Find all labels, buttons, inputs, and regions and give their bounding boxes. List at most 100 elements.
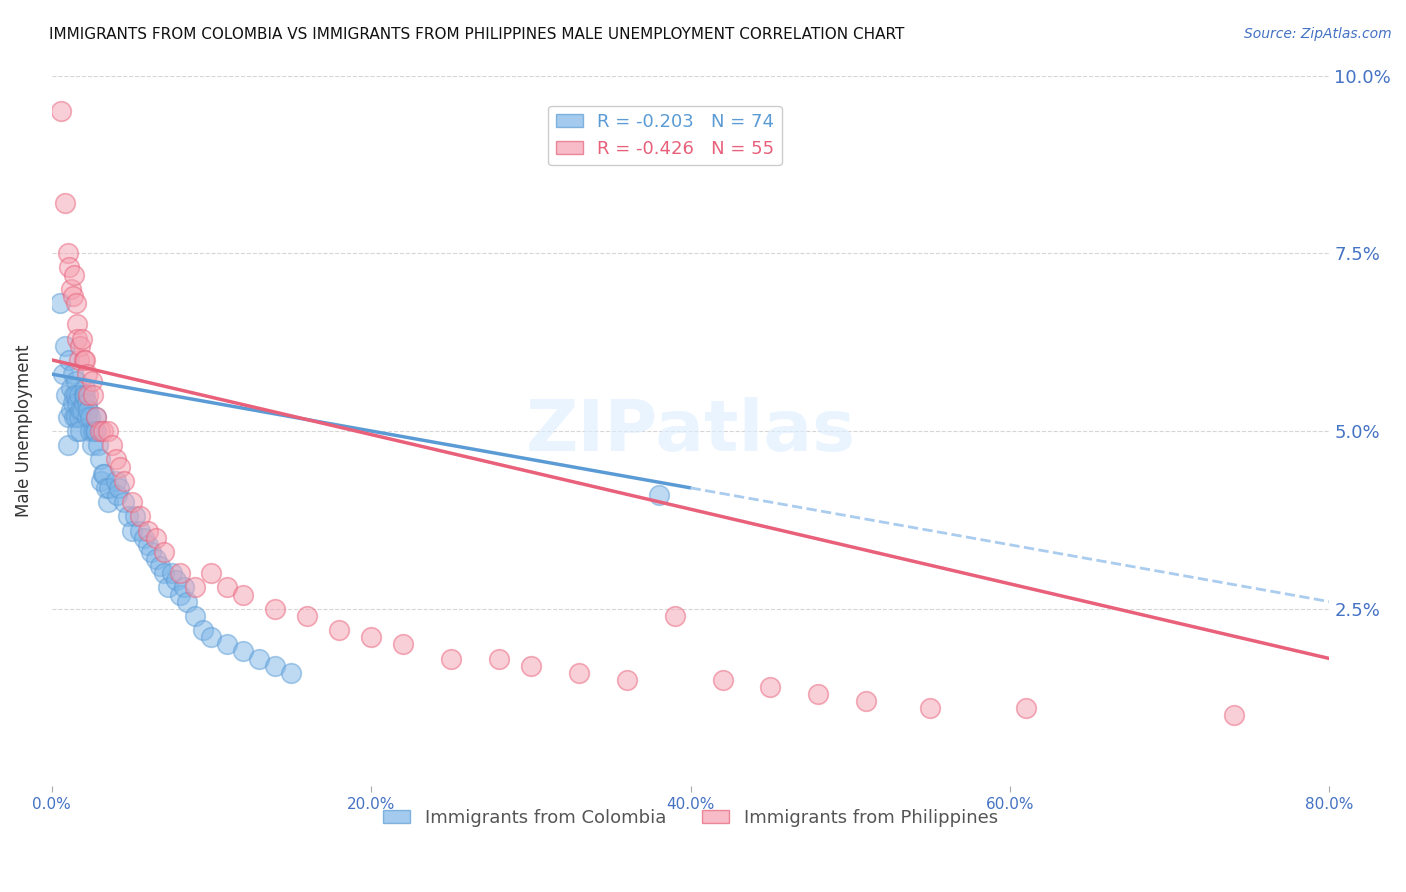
Point bbox=[297, 608, 319, 623]
Point bbox=[440, 651, 463, 665]
Point bbox=[63, 268, 86, 282]
Point bbox=[807, 687, 830, 701]
Point bbox=[200, 630, 222, 644]
Point bbox=[48, 296, 70, 310]
Point bbox=[112, 495, 135, 509]
Point bbox=[53, 196, 76, 211]
Point bbox=[124, 509, 146, 524]
Point bbox=[105, 488, 128, 502]
Point bbox=[664, 608, 686, 623]
Point bbox=[90, 474, 112, 488]
Point bbox=[89, 424, 111, 438]
Point bbox=[65, 296, 87, 310]
Point bbox=[80, 374, 103, 388]
Point bbox=[280, 665, 302, 680]
Point bbox=[392, 637, 415, 651]
Point bbox=[145, 531, 167, 545]
Point bbox=[79, 409, 101, 424]
Point bbox=[80, 438, 103, 452]
Point bbox=[77, 402, 100, 417]
Point bbox=[66, 318, 89, 332]
Point bbox=[67, 388, 90, 402]
Point bbox=[82, 388, 104, 402]
Point bbox=[169, 566, 191, 581]
Point bbox=[157, 581, 180, 595]
Point bbox=[76, 409, 98, 424]
Point bbox=[101, 438, 124, 452]
Point bbox=[51, 104, 73, 119]
Point bbox=[66, 395, 89, 409]
Point bbox=[136, 538, 159, 552]
Point bbox=[79, 424, 101, 438]
Point bbox=[169, 588, 191, 602]
Point bbox=[73, 395, 96, 409]
Point bbox=[58, 260, 80, 275]
Point bbox=[65, 388, 87, 402]
Point bbox=[82, 424, 104, 438]
Point bbox=[232, 644, 254, 658]
Point bbox=[91, 467, 114, 481]
Point bbox=[117, 509, 139, 524]
Text: IMMIGRANTS FROM COLOMBIA VS IMMIGRANTS FROM PHILIPPINES MALE UNEMPLOYMENT CORREL: IMMIGRANTS FROM COLOMBIA VS IMMIGRANTS F… bbox=[49, 27, 904, 42]
Text: Source: ZipAtlas.com: Source: ZipAtlas.com bbox=[1244, 27, 1392, 41]
Point bbox=[55, 388, 77, 402]
Point bbox=[75, 388, 97, 402]
Point bbox=[217, 581, 239, 595]
Point bbox=[193, 623, 215, 637]
Point bbox=[66, 332, 89, 346]
Point bbox=[59, 282, 82, 296]
Point bbox=[104, 474, 127, 488]
Point bbox=[75, 352, 97, 367]
Point bbox=[67, 352, 90, 367]
Point bbox=[1015, 701, 1038, 715]
Point bbox=[63, 409, 86, 424]
Point bbox=[149, 559, 172, 574]
Point bbox=[128, 509, 150, 524]
Point bbox=[152, 545, 174, 559]
Point bbox=[86, 424, 108, 438]
Point bbox=[488, 651, 510, 665]
Point bbox=[56, 246, 79, 260]
Point bbox=[360, 630, 382, 644]
Point bbox=[58, 352, 80, 367]
Text: ZIPatlas: ZIPatlas bbox=[526, 397, 856, 466]
Point bbox=[83, 424, 105, 438]
Point bbox=[711, 673, 734, 687]
Point bbox=[200, 566, 222, 581]
Point bbox=[165, 574, 187, 588]
Point bbox=[63, 388, 86, 402]
Point bbox=[121, 524, 143, 538]
Point bbox=[76, 395, 98, 409]
Point bbox=[121, 495, 143, 509]
Point bbox=[59, 381, 82, 395]
Point bbox=[87, 438, 110, 452]
Point bbox=[184, 581, 207, 595]
Point bbox=[152, 566, 174, 581]
Point bbox=[104, 452, 127, 467]
Point bbox=[65, 409, 87, 424]
Point bbox=[232, 588, 254, 602]
Point bbox=[173, 581, 195, 595]
Point bbox=[67, 409, 90, 424]
Point bbox=[62, 395, 84, 409]
Point bbox=[69, 402, 91, 417]
Point bbox=[70, 402, 93, 417]
Point bbox=[176, 594, 198, 608]
Y-axis label: Male Unemployment: Male Unemployment bbox=[15, 344, 32, 517]
Point bbox=[264, 601, 287, 615]
Point bbox=[855, 694, 877, 708]
Point bbox=[136, 524, 159, 538]
Point bbox=[66, 424, 89, 438]
Point bbox=[128, 524, 150, 538]
Point bbox=[73, 388, 96, 402]
Point bbox=[73, 352, 96, 367]
Point bbox=[94, 481, 117, 495]
Point bbox=[568, 665, 591, 680]
Point bbox=[920, 701, 942, 715]
Point bbox=[91, 424, 114, 438]
Point bbox=[98, 481, 121, 495]
Point bbox=[184, 608, 207, 623]
Point bbox=[56, 438, 79, 452]
Point bbox=[759, 680, 782, 694]
Point bbox=[62, 289, 84, 303]
